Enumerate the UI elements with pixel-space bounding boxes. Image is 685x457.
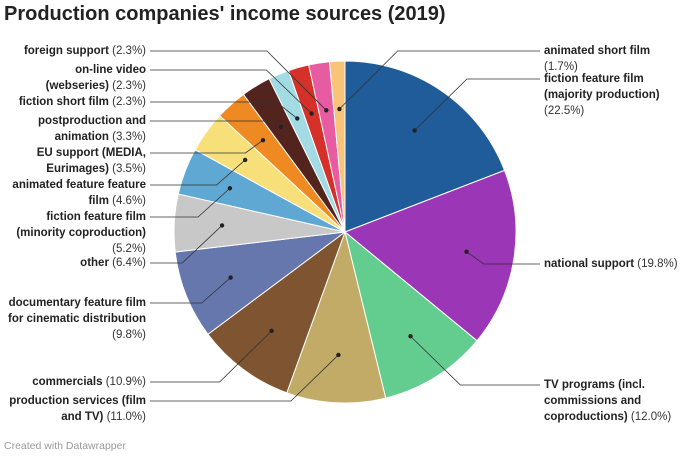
leader-line bbox=[410, 335, 540, 386]
leader-dot bbox=[295, 116, 300, 121]
slice-label-value: (11.0%) bbox=[106, 411, 146, 423]
slice-label: fiction feature film (majority productio… bbox=[544, 71, 679, 119]
pie-slice bbox=[286, 230, 387, 404]
leader-dot bbox=[336, 352, 341, 358]
slice-label: production services (film and TV) (11.0%… bbox=[6, 393, 146, 425]
leader-dot bbox=[228, 275, 233, 280]
pie-slice bbox=[207, 230, 347, 394]
slice-label-value: (10.9%) bbox=[105, 376, 146, 388]
slice-label-value: (2.3%) bbox=[112, 96, 146, 108]
leader-dot bbox=[278, 124, 284, 130]
slice-label-name: TV programs (incl. commissions and copro… bbox=[544, 379, 645, 423]
leader-line bbox=[150, 187, 231, 218]
leader-dot bbox=[219, 223, 225, 228]
leader-dot bbox=[337, 106, 342, 112]
slice-label-value: (22.5%) bbox=[544, 105, 585, 117]
leader-dot bbox=[324, 108, 329, 113]
slice-label-name: fiction feature film (minority coproduct… bbox=[16, 211, 146, 239]
slice-label-name: on-line video (webseries) bbox=[45, 64, 146, 92]
slice-label: documentary feature film for cinematic d… bbox=[0, 295, 146, 343]
slice-label-name: postproduction and animation bbox=[38, 115, 146, 143]
leader-line bbox=[150, 330, 272, 383]
slice-label-value: (4.6%) bbox=[112, 195, 146, 207]
pie-slice bbox=[344, 169, 517, 342]
leader-line bbox=[414, 78, 540, 131]
slice-label-name: animated short film bbox=[544, 45, 651, 57]
leader-line bbox=[150, 277, 231, 304]
pie-slice bbox=[174, 231, 347, 335]
leader-line bbox=[466, 251, 540, 265]
pie-slice bbox=[344, 60, 506, 233]
slice-label: fiction short film (2.3%) bbox=[6, 94, 146, 110]
slice-label: national support (19.8%) bbox=[544, 256, 684, 272]
slice-label-value: (12.0%) bbox=[630, 411, 672, 423]
leader-line bbox=[339, 50, 540, 110]
slice-label-name: fiction short film bbox=[18, 96, 109, 108]
leader-dot bbox=[227, 186, 233, 191]
leader-line bbox=[150, 354, 339, 402]
slice-label: TV programs (incl. commissions and copro… bbox=[544, 377, 684, 425]
leader-line bbox=[150, 50, 327, 111]
leader-dot bbox=[412, 128, 417, 133]
leader-dot bbox=[242, 157, 248, 163]
slice-label: other (6.4%) bbox=[6, 255, 146, 271]
slice-label-value: (19.8%) bbox=[637, 258, 678, 270]
slice-label: fiction feature film (minority coproduct… bbox=[6, 209, 146, 257]
slice-label-value: (1.7%) bbox=[544, 61, 578, 73]
leader-line bbox=[150, 69, 312, 114]
slice-label: commercials (10.9%) bbox=[6, 374, 146, 390]
slice-label-name: EU support (MEDIA, Eurimages) bbox=[36, 147, 146, 175]
pie-slice bbox=[328, 60, 346, 233]
leader-dot bbox=[309, 111, 314, 116]
slice-label-value: (9.8%) bbox=[112, 329, 146, 341]
leader-line bbox=[150, 101, 298, 119]
slice-label-value: (6.4%) bbox=[112, 257, 146, 269]
slice-label-name: documentary feature film for cinematic d… bbox=[7, 297, 146, 325]
slice-label-value: (2.3%) bbox=[112, 80, 146, 92]
footer-credit: Created with Datawrapper bbox=[4, 440, 126, 452]
leader-dot bbox=[269, 328, 274, 334]
slice-label-name: national support bbox=[544, 258, 635, 270]
leader-dot bbox=[260, 137, 266, 143]
slice-label-name: fiction feature film (majority productio… bbox=[544, 73, 660, 101]
leader-line bbox=[150, 139, 264, 154]
slice-label-value: (3.5%) bbox=[112, 163, 146, 175]
leader-line bbox=[150, 225, 223, 264]
slice-label: on-line video (webseries) (2.3%) bbox=[11, 62, 146, 94]
slice-label-value: (3.3%) bbox=[112, 131, 146, 143]
leader-dot bbox=[408, 334, 413, 339]
slice-label: animated feature feature film (4.6%) bbox=[6, 177, 146, 209]
slice-label-name: commercials bbox=[32, 376, 103, 388]
leader-line bbox=[150, 120, 282, 128]
slice-label-value: (5.2%) bbox=[112, 243, 146, 255]
slice-label-value: (2.3%) bbox=[112, 45, 146, 57]
slice-label: postproduction and animation (3.3%) bbox=[26, 113, 146, 145]
slice-label-name: production services (film and TV) bbox=[9, 395, 146, 423]
chart-title: Production companies' income sources (20… bbox=[4, 3, 446, 25]
slice-label: foreign support (2.3%) bbox=[1, 43, 146, 59]
slice-label-name: foreign support bbox=[23, 45, 109, 57]
slice-label-name: animated feature feature film bbox=[12, 179, 146, 207]
leader-line bbox=[150, 159, 246, 186]
slice-label-name: other bbox=[80, 257, 109, 269]
leader-dot bbox=[464, 249, 469, 254]
pie-slice bbox=[344, 230, 478, 399]
slice-label: EU support (MEDIA, Eurimages) (3.5%) bbox=[6, 145, 146, 177]
slice-label: animated short film (1.7%) bbox=[544, 43, 684, 75]
